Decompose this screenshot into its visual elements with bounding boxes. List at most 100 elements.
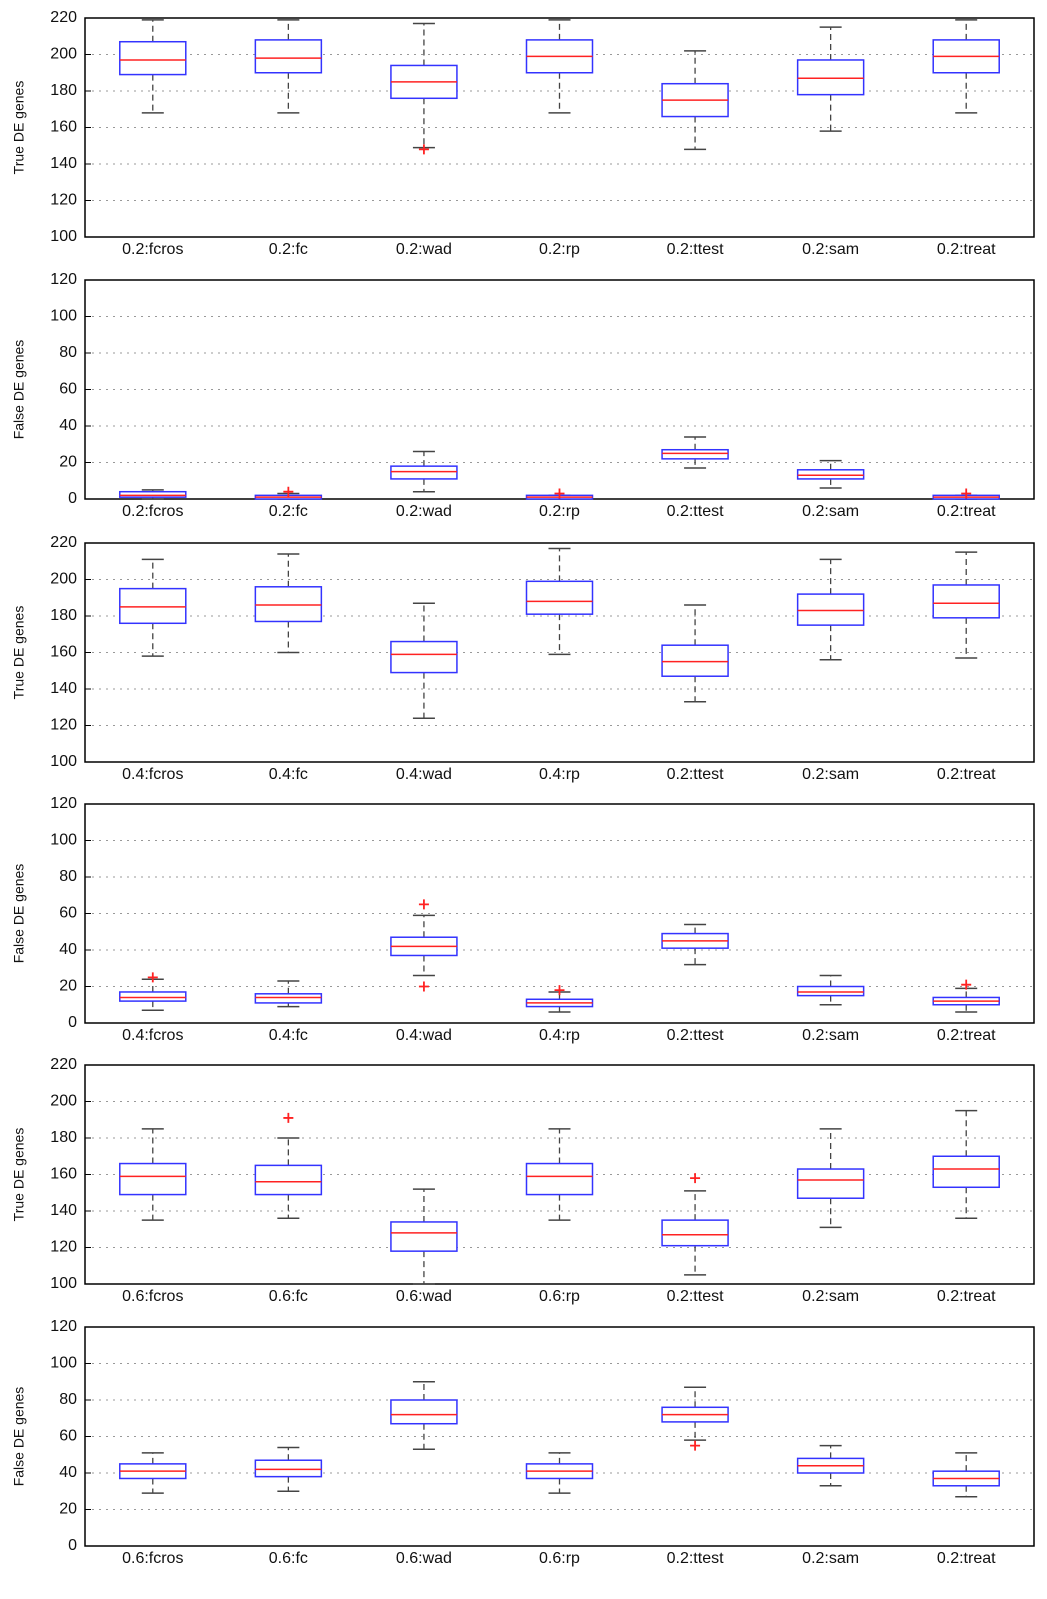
box (254, 39, 323, 74)
x-tick-label: 0.2:wad (396, 503, 452, 520)
box (525, 580, 594, 615)
x-tick-label: 0.4:wad (396, 766, 452, 783)
outlier (283, 486, 294, 497)
x-tick-label: 0.4:fcros (122, 1027, 183, 1044)
box (796, 985, 865, 997)
y-tick-label: 120 (50, 271, 77, 288)
outlier (961, 488, 972, 499)
y-tick-label: 100 (50, 1275, 77, 1292)
x-tick-label: 0.2:sam (802, 241, 859, 258)
y-tick-label: 100 (50, 832, 77, 849)
y-tick-label: 40 (59, 1464, 77, 1481)
y-tick-label: 180 (50, 607, 77, 624)
y-tick-label: 180 (50, 1129, 77, 1146)
outlier (554, 488, 565, 499)
y-tick-label: 160 (50, 644, 77, 661)
box (390, 640, 458, 674)
panel: 0 20 40 60 80 100 120 False DE genes 0.4:fcros 0.… (11, 795, 1035, 1044)
y-tick-label: 200 (50, 1093, 77, 1110)
x-tick-label: 0.2:treat (937, 1288, 996, 1305)
box (119, 991, 187, 1002)
x-tick-label: 0.2:sam (802, 1288, 859, 1305)
y-tick-label: 100 (50, 753, 77, 770)
box (254, 586, 323, 623)
outlier (283, 1112, 294, 1123)
y-tick-label: 20 (59, 1501, 77, 1518)
x-tick-label: 0.2:treat (937, 1550, 996, 1567)
outlier (554, 985, 565, 996)
x-tick-label: 0.2:fc (269, 503, 308, 520)
y-axis-label: True DE genes (11, 606, 27, 700)
y-tick-label: 40 (59, 417, 77, 434)
box (796, 1168, 865, 1199)
y-axis-label: True DE genes (11, 1128, 27, 1222)
y-tick-label: 120 (50, 795, 77, 812)
plot-frame (84, 803, 1035, 1024)
box (525, 1162, 594, 1196)
y-tick-label: 80 (59, 344, 77, 361)
y-tick-label: 140 (50, 155, 77, 172)
x-tick-label: 0.6:fcros (122, 1288, 183, 1305)
y-axis-label: False DE genes (11, 1387, 27, 1487)
outlier (418, 144, 429, 155)
outlier (418, 899, 429, 910)
box (932, 1155, 1000, 1189)
y-tick-label: 60 (59, 905, 77, 922)
x-tick-label: 0.6:fcros (122, 1550, 183, 1567)
y-tick-label: 120 (50, 1239, 77, 1256)
plot-frame (84, 17, 1035, 238)
x-tick-label: 0.2:treat (937, 766, 996, 783)
x-tick-label: 0.6:wad (396, 1550, 452, 1567)
x-tick-label: 0.6:fc (269, 1550, 308, 1567)
box (661, 1219, 729, 1247)
x-tick-label: 0.2:ttest (667, 1027, 724, 1044)
y-tick-label: 20 (59, 454, 77, 471)
y-tick-label: 0 (68, 490, 77, 507)
x-tick-label: 0.6:rp (539, 1550, 580, 1567)
x-tick-label: 0.4:fc (269, 766, 308, 783)
x-tick-label: 0.2:rp (539, 241, 580, 258)
outlier (961, 979, 972, 990)
y-tick-label: 160 (50, 119, 77, 136)
x-tick-label: 0.2:rp (539, 503, 580, 520)
x-tick-label: 0.2:ttest (667, 1550, 724, 1567)
plot-frame (84, 542, 1035, 763)
panel: 100 120 140 160 180 200 220 True DE genes 0.2:fc… (11, 9, 1035, 258)
box (796, 593, 865, 626)
box (390, 465, 458, 480)
x-tick-label: 0.2:treat (937, 241, 996, 258)
y-axis-label: True DE genes (11, 81, 27, 175)
x-tick-label: 0.2:ttest (667, 241, 724, 258)
y-tick-label: 0 (68, 1014, 77, 1031)
box (254, 1459, 323, 1478)
box (119, 587, 187, 625)
box (119, 40, 187, 76)
x-tick-label: 0.2:ttest (667, 503, 724, 520)
box (796, 59, 865, 96)
y-tick-label: 0 (68, 1537, 77, 1554)
y-axis-label: False DE genes (11, 864, 27, 964)
y-tick-label: 60 (59, 1428, 77, 1445)
x-tick-label: 0.2:wad (396, 241, 452, 258)
outlier (690, 1173, 701, 1184)
x-tick-label: 0.4:wad (396, 1027, 452, 1044)
x-tick-label: 0.2:sam (802, 503, 859, 520)
y-tick-label: 220 (50, 9, 77, 26)
x-tick-label: 0.4:rp (539, 1027, 580, 1044)
x-tick-label: 0.2:treat (937, 503, 996, 520)
y-tick-label: 140 (50, 680, 77, 697)
x-tick-label: 0.2:treat (937, 1027, 996, 1044)
y-tick-label: 20 (59, 978, 77, 995)
y-tick-label: 120 (50, 1318, 77, 1335)
x-tick-label: 0.4:rp (539, 766, 580, 783)
y-tick-label: 100 (50, 228, 77, 245)
box (661, 448, 729, 460)
box (796, 469, 865, 480)
y-tick-label: 220 (50, 534, 77, 551)
y-tick-label: 100 (50, 1355, 77, 1372)
box (119, 490, 187, 498)
x-tick-label: 0.2:fcros (122, 241, 183, 258)
y-tick-label: 40 (59, 941, 77, 958)
x-tick-label: 0.2:sam (802, 1027, 859, 1044)
